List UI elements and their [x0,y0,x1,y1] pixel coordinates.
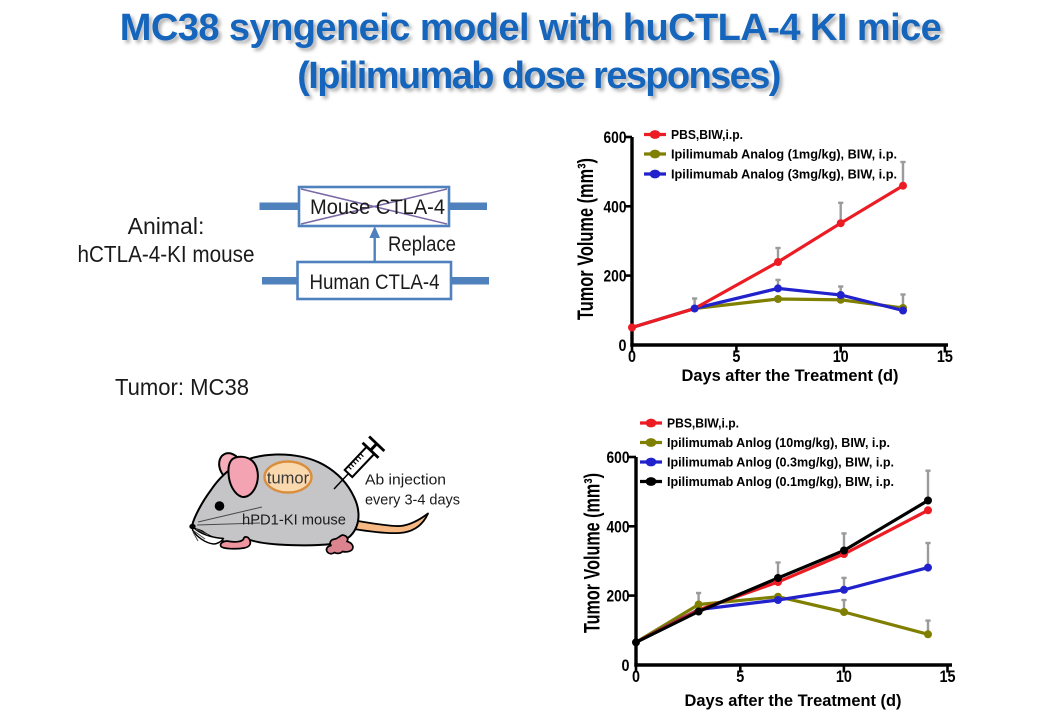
svg-text:PBS,BIW,i.p.: PBS,BIW,i.p. [671,127,743,142]
svg-text:PBS,BIW,i.p.: PBS,BIW,i.p. [667,416,739,431]
svg-text:15: 15 [940,667,956,686]
svg-text:Ipilimumab Anlog (0.1mg/kg), B: Ipilimumab Anlog (0.1mg/kg), BIW, i.p. [667,474,894,489]
svg-text:10: 10 [836,667,852,686]
svg-text:0: 0 [619,336,627,355]
svg-text:200: 200 [604,267,627,286]
svg-text:every 3-4 days: every 3-4 days [365,493,460,509]
svg-text:tumor: tumor [267,470,310,488]
svg-text:200: 200 [607,587,630,606]
svg-text:0: 0 [632,667,640,686]
svg-text:Ipilimumab Analog (1mg/kg), BI: Ipilimumab Analog (1mg/kg), BIW, i.p. [671,147,897,162]
svg-text:Human CTLA-4: Human CTLA-4 [310,271,440,294]
svg-text:Days after the Treatment (d): Days after the Treatment (d) [682,366,899,385]
svg-text:Tumor: MC38: Tumor: MC38 [115,374,249,400]
svg-text:400: 400 [607,517,630,536]
svg-text:600: 600 [607,448,630,467]
svg-text:Ipilimumab Anlog (0.3mg/kg), B: Ipilimumab Anlog (0.3mg/kg), BIW, i.p. [667,455,894,470]
svg-text:Days after the Treatment (d): Days after the Treatment (d) [685,691,902,710]
svg-text:5: 5 [732,347,740,366]
svg-text:15: 15 [937,347,953,366]
svg-text:0: 0 [628,347,636,366]
svg-text:hCTLA-4-KI mouse: hCTLA-4-KI mouse [78,241,255,267]
svg-text:Animal:: Animal: [128,213,205,239]
svg-text:0: 0 [622,656,630,675]
svg-text:Ipilimumab Analog (3mg/kg), BI: Ipilimumab Analog (3mg/kg), BIW, i.p. [671,167,897,182]
svg-text:Tumor Volume (mm³): Tumor Volume (mm³) [580,473,605,633]
svg-text:Ipilimumab Anlog (10mg/kg), BI: Ipilimumab Anlog (10mg/kg), BIW, i.p. [667,435,890,450]
svg-text:10: 10 [833,347,849,366]
svg-text:Ab injection: Ab injection [365,473,446,489]
svg-text:Tumor Volume (mm³): Tumor Volume (mm³) [573,158,598,320]
svg-text:5: 5 [736,667,744,686]
svg-text:hPD1-KI mouse: hPD1-KI mouse [242,513,346,529]
svg-text:600: 600 [604,128,627,147]
svg-text:Replace: Replace [388,233,456,256]
svg-text:Mouse CTLA-4: Mouse CTLA-4 [310,196,445,219]
svg-text:400: 400 [604,197,627,216]
